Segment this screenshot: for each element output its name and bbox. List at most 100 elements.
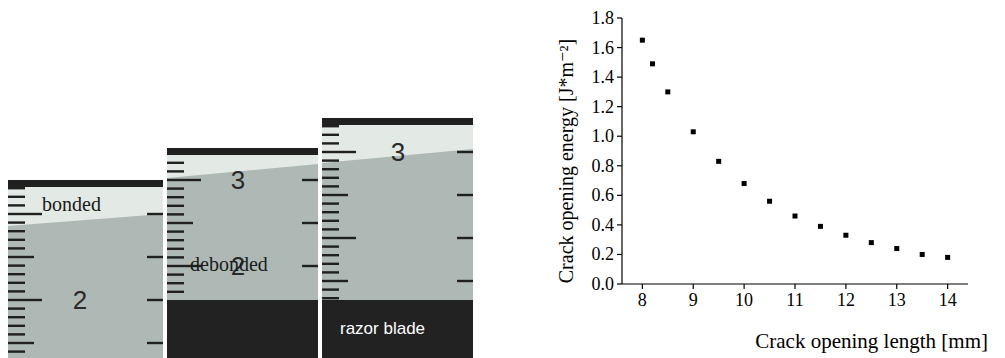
y-tick: [617, 165, 622, 166]
ruler-tick: [8, 333, 25, 335]
y-tick: [617, 254, 622, 255]
ruler-tick: [457, 280, 473, 282]
ruler-tick: [302, 179, 318, 181]
data-point: [650, 61, 655, 66]
debonded-area: [8, 180, 163, 358]
ruler-tick: [8, 282, 25, 284]
y-tick-label: 1.8: [592, 8, 615, 28]
ruler-tick: [322, 194, 348, 196]
ruler-tick: [8, 239, 25, 241]
chart: 0.00.20.40.60.81.01.21.41.61.88910111213…: [555, 8, 988, 353]
y-tick: [617, 17, 622, 18]
ruler-tick: [322, 254, 339, 256]
figure: 2bonded32debonded3razor blade0.00.20.40.…: [0, 0, 1005, 358]
ruler-tick: [167, 213, 184, 215]
data-point: [665, 89, 670, 94]
data-point: [869, 240, 874, 245]
ruler-number: 3: [391, 137, 405, 167]
y-tick-label: 1.2: [592, 97, 615, 117]
ruler-tick: [167, 205, 184, 207]
ruler-tick: [457, 194, 473, 196]
ruler-tick: [8, 342, 34, 344]
ruler-tick: [322, 245, 339, 247]
y-axis: [621, 18, 622, 284]
ruler-tick: [167, 230, 184, 232]
points: [640, 38, 950, 260]
data-point: [894, 246, 899, 251]
ruler-tick: [322, 125, 339, 127]
ruler-tick: [322, 220, 339, 222]
ruler-tick: [322, 297, 339, 299]
photo: 3razor blade: [322, 118, 473, 358]
photo: 2bonded: [8, 180, 163, 358]
ruler-tick: [167, 222, 193, 224]
ruler-tick: [167, 291, 184, 293]
ruler-tick: [8, 187, 25, 189]
y-tick: [617, 47, 622, 48]
ruler-tick: [8, 325, 25, 327]
y-tick-label: 0.2: [592, 244, 615, 264]
y-tick: [617, 106, 622, 107]
ruler-tick: [8, 256, 34, 258]
data-point: [742, 181, 747, 186]
bonded-area: [8, 180, 163, 226]
y-tick-label: 0.8: [592, 156, 615, 176]
photo-band: [322, 300, 473, 358]
ruler-tick: [8, 264, 25, 266]
ruler-tick: [167, 187, 184, 189]
x-tick-label: 14: [939, 290, 957, 310]
ruler-tick: [8, 221, 25, 223]
y-tick: [617, 195, 622, 196]
ruler-tick: [8, 307, 25, 309]
ruler-tick: [167, 273, 184, 275]
data-point: [818, 224, 823, 229]
x-tick: [947, 284, 948, 289]
data-point: [793, 214, 798, 219]
y-tick-label: 0.4: [592, 215, 615, 235]
x-tick: [794, 284, 795, 289]
y-axis-title: Crack opening energy [J*m⁻²]: [555, 39, 578, 283]
data-point: [640, 38, 645, 43]
ruler-tick: [322, 134, 339, 136]
y-tick-label: 0.0: [592, 274, 615, 294]
ruler-tick: [167, 282, 184, 284]
y-tick: [617, 224, 622, 225]
x-tick-label: 8: [638, 290, 647, 310]
data-point: [716, 159, 721, 164]
y-tick-label: 1.6: [592, 38, 615, 58]
x-tick: [642, 284, 643, 289]
ruler-tick: [167, 256, 184, 258]
ruler-tick: [322, 185, 339, 187]
ruler-tick: [8, 316, 25, 318]
x-tick-label: 12: [837, 290, 855, 310]
x-axis-title: Crack opening length [mm]: [755, 329, 988, 353]
ruler-tick: [8, 196, 25, 198]
ruler-tick: [322, 271, 339, 273]
x-tick: [693, 284, 694, 289]
ruler-tick: [322, 168, 339, 170]
photo-edge: [8, 180, 163, 187]
ruler-tick: [322, 151, 356, 153]
ruler-tick: [322, 142, 339, 144]
y-tick-label: 1.4: [592, 67, 615, 87]
data-point: [920, 252, 925, 257]
ruler-tick: [457, 237, 473, 239]
ruler-tick: [8, 204, 25, 206]
ruler-tick: [457, 151, 473, 153]
ruler-tick: [322, 202, 339, 204]
photo-band: [167, 300, 318, 358]
x-tick-label: 10: [735, 290, 753, 310]
ruler-tick: [167, 196, 184, 198]
y-tick: [617, 136, 622, 137]
y-tick-label: 0.6: [592, 185, 615, 205]
ruler-tick: [302, 265, 318, 267]
ruler-tick: [167, 239, 184, 241]
ruler-tick: [322, 211, 339, 213]
photo-image: 3: [322, 118, 473, 300]
photo-label: debonded: [190, 253, 268, 275]
ruler-tick: [322, 263, 339, 265]
ruler-tick: [302, 222, 318, 224]
y-tick: [617, 77, 622, 78]
data-point: [843, 233, 848, 238]
ruler-tick: [322, 280, 348, 282]
